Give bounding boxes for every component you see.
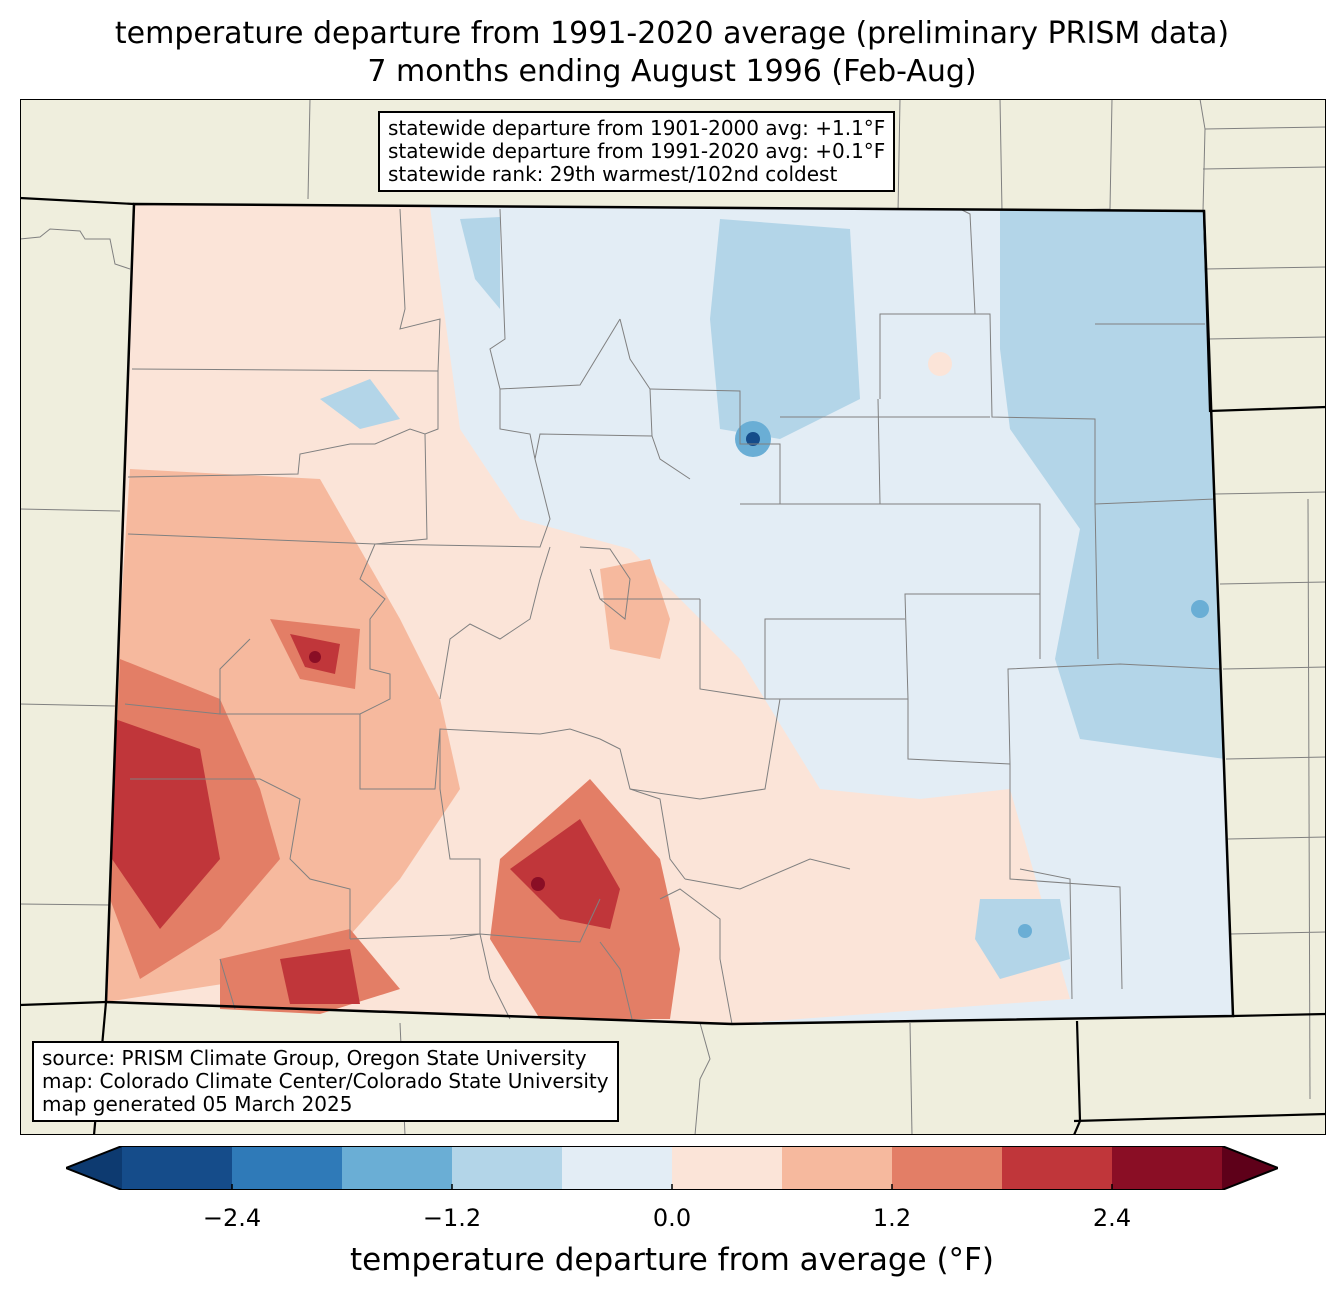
source-box: source: PRISM Climate Group, Oregon Stat… — [32, 1041, 619, 1122]
colorbar-bin — [232, 1146, 343, 1190]
source-line-2: map: Colorado Climate Center/Colorado St… — [42, 1069, 609, 1093]
colorado-map — [20, 99, 1326, 1135]
colorbar-bin — [1112, 1146, 1223, 1190]
colorbar-bin — [122, 1146, 233, 1190]
map-panel: statewide departure from 1901-2000 avg: … — [20, 99, 1326, 1135]
map-subtitle: 7 months ending August 1996 (Feb-Aug) — [367, 54, 977, 89]
colorbar-bin — [1002, 1146, 1113, 1190]
stats-line-3: statewide rank: 29th warmest/102nd colde… — [388, 162, 838, 186]
source-line-3: map generated 05 March 2025 — [42, 1092, 353, 1116]
colorbar-bin — [452, 1146, 563, 1190]
colorbar-bin — [782, 1146, 893, 1190]
colorbar-tick-label: −2.4 — [202, 1204, 262, 1232]
colorbar-extend-high — [1222, 1146, 1278, 1190]
colorbar-tick-label: −1.2 — [422, 1204, 482, 1232]
map-title: temperature departure from 1991-2020 ave… — [114, 16, 1230, 51]
colorbar-label: temperature departure from average (°F) — [350, 1242, 994, 1278]
temperature-departure-field — [106, 204, 1233, 1024]
colorbar — [63, 1145, 1281, 1191]
colorbar-bin — [892, 1146, 1003, 1190]
state-borders — [20, 196, 1326, 1135]
source-line-1: source: PRISM Climate Group, Oregon Stat… — [42, 1046, 587, 1070]
colorbar-tick-label: 2.4 — [1092, 1204, 1132, 1232]
colorado-border — [104, 202, 1235, 1026]
colorbar-bin — [562, 1146, 673, 1190]
stats-line-1: statewide departure from 1901-2000 avg: … — [388, 116, 886, 140]
colorbar-tick-label: 0.0 — [652, 1204, 692, 1232]
colorbar-bin — [672, 1146, 783, 1190]
colorbar-extend-low — [66, 1146, 122, 1190]
colorbar-bin — [342, 1146, 453, 1190]
statewide-stats-box: statewide departure from 1901-2000 avg: … — [378, 111, 896, 192]
stats-line-2: statewide departure from 1991-2020 avg: … — [388, 139, 886, 163]
county-lines — [124, 208, 1221, 1025]
colorbar-tick-label: 1.2 — [872, 1204, 912, 1232]
colorbar-graphic — [63, 1145, 1281, 1191]
